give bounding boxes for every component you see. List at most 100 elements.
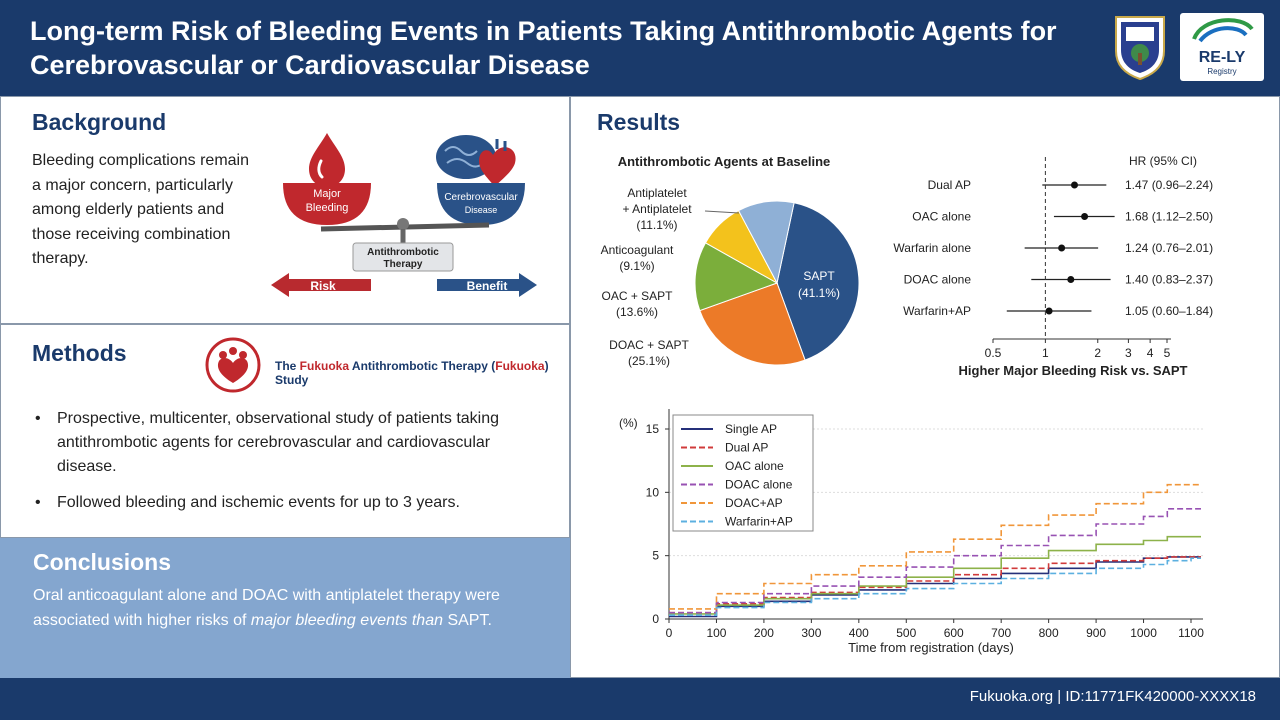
header-banner: Long-term Risk of Bleeding Events in Pat… [0, 0, 1280, 96]
forest-hr-text: 1.40 (0.83–2.37) [1125, 273, 1213, 287]
km-legend-label: Warfarin+AP [725, 515, 793, 529]
forest-tick-label: 5 [1164, 346, 1171, 360]
footer-bar: Fukuoka.org | ID:11771FK420000-XXXX18 [0, 678, 1280, 720]
forest-row-label: Dual AP [928, 178, 971, 192]
cumulative-incidence-line-chart: (%) 0 5 10 15 0 100 200 300 400 500 600 700 800 900 10… [619, 409, 1204, 655]
pie-label-sapt-2: (41.1%) [798, 286, 840, 300]
km-x-tick-label: 1100 [1178, 626, 1204, 640]
km-legend-label: DOAC alone [725, 478, 793, 492]
forest-point [1067, 276, 1075, 283]
km-legend-label: OAC alone [725, 459, 784, 473]
forest-x-label: Higher Major Bleeding Risk vs. SAPT [959, 363, 1188, 378]
pie-label-sapt-1: SAPT [803, 269, 835, 283]
fukuoka-study-logo-icon [205, 337, 261, 393]
km-series-line [669, 483, 1201, 610]
km-x-tick-label: 600 [944, 626, 964, 640]
poster-title: Long-term Risk of Bleeding Events in Pat… [30, 16, 1057, 80]
methods-panel: Methods The Fukuoka Antithrombotic Thera… [0, 324, 570, 538]
forest-row-label: Warfarin+AP [903, 304, 971, 318]
pie-label-doac-sapt-1: DOAC + SAPT [609, 338, 689, 352]
list-item: Followed bleeding and ischemic events fo… [33, 491, 533, 515]
forest-row-label: OAC alone [912, 210, 971, 224]
km-y-tick-label: 15 [646, 422, 660, 436]
km-x-tick-label: 200 [754, 626, 774, 640]
km-x-tick-label: 800 [1039, 626, 1059, 640]
forest-point [1058, 244, 1066, 252]
rely-registry-logo: RE-LY Registry [1180, 13, 1264, 81]
km-x-tick-label: 700 [991, 626, 1011, 640]
university-crest-logo [1115, 16, 1165, 81]
pie-label-oac-sapt-1: OAC + SAPT [601, 289, 673, 303]
km-y-tick-label: 5 [652, 549, 659, 563]
risk-arrow-icon [271, 273, 371, 297]
km-x-tick-label: 100 [706, 626, 726, 640]
conclusions-panel: Conclusions Oral anticoagulant alone and… [0, 538, 570, 678]
results-panel: Results Antithrombotic Agents at Baselin… [570, 96, 1280, 678]
forest-hr-text: 1.24 (0.76–2.01) [1125, 241, 1213, 255]
pie-label-antiplatelet-2: (11.1%) [636, 218, 677, 232]
results-heading: Results [597, 109, 681, 135]
pie-label-oac-sapt-2: (13.6%) [616, 305, 658, 319]
km-x-label: Time from registration (days) [848, 640, 1014, 655]
km-x-tick-label: 900 [1086, 626, 1106, 640]
risk-benefit-scale-illustration: Major Bleeding Cerebrovascular Disease A… [271, 133, 537, 297]
forest-hr-text: 1.47 (0.96–2.24) [1125, 178, 1213, 192]
conclusions-text: Oral anticoagulant alone and DOAC with a… [33, 587, 500, 629]
background-panel: Background Bleeding complications remain… [0, 96, 570, 324]
brain-heart-icon [436, 135, 516, 187]
pie-label-anticoagulant-2: (9.1%) [619, 259, 654, 273]
pie-title: Antithrombotic Agents at Baseline [618, 154, 831, 169]
scale-center-label-1: Antithrombotic [367, 247, 439, 258]
forest-tick-label: 1 [1042, 346, 1049, 360]
forest-row-label: DOAC alone [904, 273, 972, 287]
benefit-label: Benefit [467, 279, 508, 293]
study-name: The Fukuoka Antithrombotic Therapy (Fuku… [275, 359, 549, 387]
baseline-agents-pie-chart: Antithrombotic Agents at Baseline SAPT (… [601, 154, 860, 368]
forest-point [1081, 213, 1089, 220]
km-series-line [669, 556, 1201, 618]
list-item: Prospective, multicenter, observational … [33, 407, 533, 479]
forest-tick-label: 2 [1094, 346, 1101, 360]
rely-swoosh-icon [1192, 18, 1254, 43]
forest-hr-text: 1.05 (0.60–1.84) [1125, 304, 1213, 318]
km-y-label: (%) [619, 416, 638, 430]
scale-left-label-1: Major [313, 188, 341, 200]
forest-tick-label: 4 [1147, 346, 1154, 360]
benefit-arrow-icon [437, 273, 537, 297]
forest-row-label: Warfarin alone [893, 241, 971, 255]
km-y-tick-label: 10 [646, 485, 660, 499]
km-y-tick-label: 0 [652, 612, 659, 626]
pie-slice-1 [699, 282, 806, 366]
km-x-tick-label: 1000 [1130, 626, 1157, 640]
pie-label-antiplatelet-1: Antiplatelet [627, 186, 687, 200]
pie-slice-0 [776, 202, 860, 361]
km-series-line [669, 535, 1201, 615]
km-legend-label: DOAC+AP [725, 496, 783, 510]
forest-hr-text: 1.68 (1.12–2.50) [1125, 210, 1213, 224]
pie-slice-4 [737, 200, 795, 285]
km-series-line [669, 557, 1201, 616]
methods-list: Prospective, multicenter, observational … [33, 407, 533, 527]
background-heading: Background [32, 109, 167, 135]
km-x-tick-label: 300 [801, 626, 821, 640]
forest-col-header: HR (95% CI) [1129, 154, 1197, 168]
rely-logo-text: RE-LY [1198, 49, 1246, 66]
forest-point [1045, 307, 1053, 315]
pie-label-anticoagulant-1: Anticoagulant [601, 243, 674, 257]
pie-slice-2 [694, 242, 779, 312]
forest-point [1070, 181, 1078, 189]
scale-left-label-2: Bleeding [306, 202, 349, 214]
background-text: Bleeding complications remain a major co… [32, 152, 249, 267]
methods-heading: Methods [32, 340, 127, 366]
km-x-tick-label: 0 [666, 626, 673, 640]
km-x-tick-label: 400 [849, 626, 869, 640]
km-legend [672, 414, 814, 532]
pie-label-antiplatelet-1b: + Antiplatelet [622, 202, 692, 216]
forest-tick-label: 0.5 [985, 346, 1002, 360]
km-legend-label: Single AP [725, 422, 777, 436]
conclusions-heading: Conclusions [33, 549, 172, 575]
risk-label: Risk [310, 279, 336, 293]
km-legend-label: Dual AP [725, 441, 768, 455]
blood-drop-icon [309, 133, 345, 187]
footer-id-text: Fukuoka.org | ID:11771FK420000-XXXX18 [969, 688, 1256, 705]
